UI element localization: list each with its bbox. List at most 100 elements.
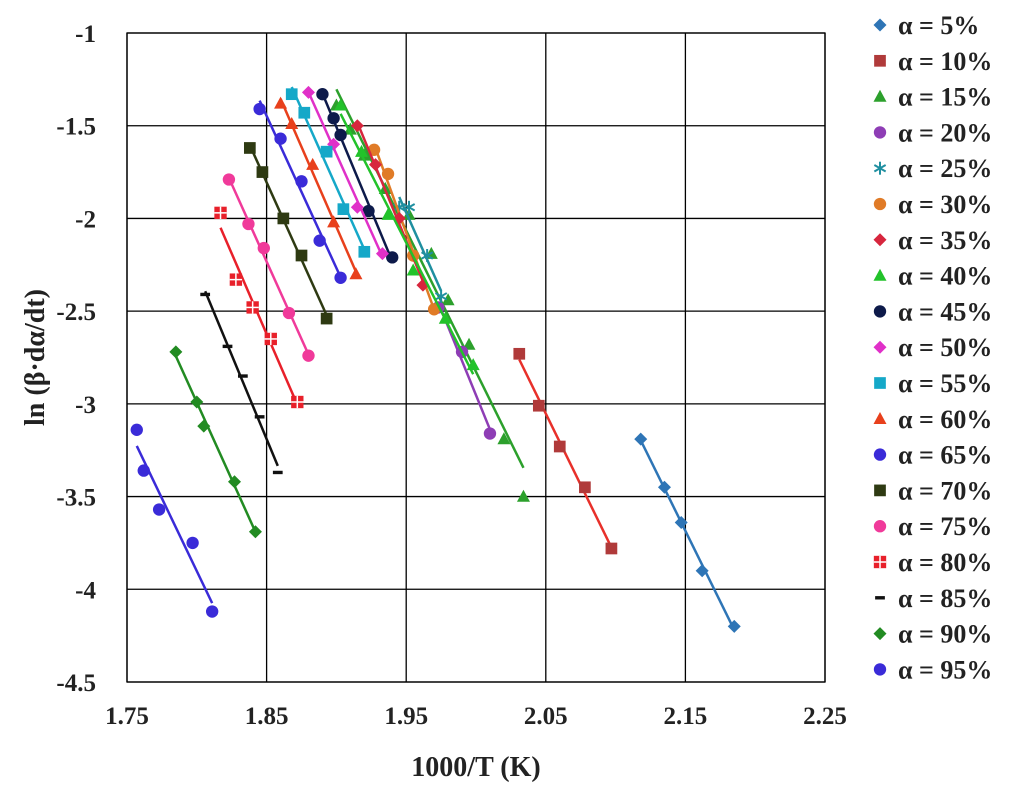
data-point [285, 88, 298, 101]
x-tick-label: 1.95 [384, 703, 428, 730]
legend-label: α = 55% [898, 369, 992, 398]
data-point [634, 432, 648, 446]
series-2 [513, 347, 618, 555]
series-14 [243, 142, 333, 325]
data-point [657, 480, 671, 494]
data-point [222, 173, 236, 186]
x-tick-label: 2.25 [803, 703, 847, 730]
series-fit-line [219, 227, 299, 406]
gridlines [126, 32, 826, 683]
data-point [605, 542, 618, 555]
x-tick-label: 1.85 [245, 703, 289, 730]
data-point [227, 475, 241, 489]
legend-swatch [873, 197, 887, 211]
data-point [229, 273, 243, 286]
data-point [316, 88, 329, 101]
data-point [350, 200, 364, 214]
data-point [253, 102, 266, 116]
data-point [264, 332, 277, 346]
data-point [355, 144, 369, 157]
data-point [306, 157, 320, 170]
legend-swatch [873, 18, 887, 32]
legend-item: α = 75% [873, 512, 992, 541]
data-point [320, 145, 333, 158]
data-point [190, 395, 204, 409]
data-point [483, 427, 497, 440]
legend-item: α = 30% [873, 190, 992, 219]
series-fit-line [639, 439, 736, 631]
data-point [532, 399, 545, 412]
legend-label: α = 10% [898, 47, 992, 76]
legend-label: α = 30% [898, 190, 992, 219]
data-point [169, 345, 183, 359]
y-tick-label: -4.5 [56, 670, 96, 697]
data-point [462, 337, 476, 350]
series-fit-line [258, 100, 342, 278]
data-point [298, 106, 311, 119]
legend-item: α = 40% [873, 262, 992, 291]
asterisk-stroke [434, 292, 448, 301]
legend-item: α = 35% [873, 226, 992, 255]
data-point [274, 96, 288, 109]
legend-label: α = 60% [898, 405, 992, 434]
legend-item: α = 15% [873, 83, 992, 112]
data-point [438, 311, 452, 324]
data-point [402, 200, 416, 214]
y-tick-label: -3.5 [56, 485, 96, 512]
legend-item: α = 55% [874, 369, 992, 398]
data-point [406, 263, 420, 276]
legend-item: α = 20% [873, 118, 992, 147]
data-point [368, 158, 382, 172]
legend-swatch [873, 448, 887, 461]
plot-frame [126, 32, 826, 683]
legend-label: α = 70% [898, 476, 992, 505]
series-15 [222, 173, 315, 362]
legend-swatch [873, 520, 887, 533]
legend-swatch [873, 411, 887, 424]
y-tick-label: -2 [75, 206, 96, 233]
legend-item: α = 70% [874, 476, 992, 505]
legend-swatch [873, 305, 887, 318]
legend-swatch [874, 377, 886, 389]
legend-item: α = 80% [873, 548, 992, 577]
data-point [254, 415, 265, 419]
data-point [200, 292, 211, 297]
legend-label: α = 40% [898, 262, 992, 291]
series-12 [274, 96, 363, 280]
legend-item: α = 25% [873, 154, 992, 183]
data-point [553, 440, 566, 453]
legend-label: α = 15% [898, 83, 992, 112]
x-tick-label: 2.05 [524, 703, 568, 730]
data-point [343, 122, 357, 135]
legend-item: α = 50% [873, 333, 992, 362]
series-10 [301, 85, 389, 261]
y-tick-label: -1.5 [56, 114, 96, 141]
data-point [695, 564, 709, 578]
data-point [381, 207, 395, 220]
legend-label: α = 20% [898, 118, 992, 147]
legend-item: α = 95% [873, 655, 992, 684]
data-point [358, 245, 371, 258]
data-point [334, 128, 347, 142]
data-point [497, 432, 511, 445]
legend-swatch [875, 596, 885, 600]
data-point [285, 117, 299, 130]
asterisk-stroke [393, 203, 406, 212]
data-point [362, 204, 375, 218]
series-5 [393, 196, 448, 303]
legend-swatch [874, 54, 886, 67]
data-point [513, 347, 526, 360]
data-point [137, 464, 150, 477]
legend-item: α = 65% [873, 441, 992, 470]
series-18 [169, 345, 262, 539]
asterisk-stroke [420, 251, 434, 260]
legend-swatch [873, 161, 887, 175]
legend-label: α = 5% [898, 11, 979, 40]
legend-label: α = 75% [898, 512, 992, 541]
series-fit-line [339, 113, 475, 375]
data-point [295, 175, 308, 188]
data-point [256, 166, 269, 178]
data-point [248, 525, 262, 539]
y-tick-label: -1 [75, 21, 96, 48]
